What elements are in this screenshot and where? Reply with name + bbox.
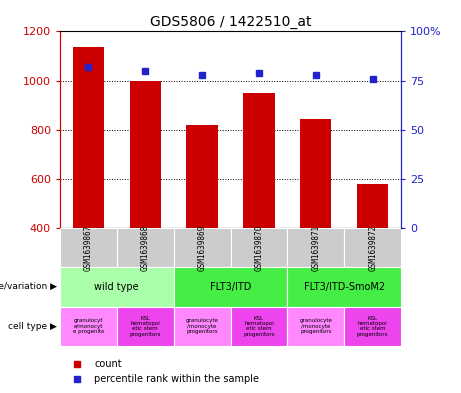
Bar	[130, 81, 161, 228]
Text: granulocyt
e/monocyt
e progenito: granulocyt e/monocyt e progenito	[73, 318, 104, 334]
Text: FLT3/ITD: FLT3/ITD	[210, 282, 251, 292]
Bar	[344, 307, 401, 346]
Text: GSM1639871: GSM1639871	[311, 224, 320, 271]
Bar	[243, 93, 275, 228]
Bar	[117, 307, 174, 346]
Bar	[230, 228, 287, 267]
Bar	[117, 228, 174, 267]
Bar	[357, 184, 388, 228]
Bar	[287, 228, 344, 267]
Text: genotype/variation ▶: genotype/variation ▶	[0, 283, 57, 291]
Text: GSM1639867: GSM1639867	[84, 224, 93, 271]
Bar	[300, 119, 331, 228]
Text: KSL
hematopoi
etic stem
progenitors: KSL hematopoi etic stem progenitors	[357, 316, 388, 337]
Bar	[60, 228, 117, 267]
Bar	[287, 307, 344, 346]
Text: cell type ▶: cell type ▶	[8, 322, 57, 331]
Bar	[287, 267, 401, 307]
Text: count: count	[94, 358, 122, 369]
Bar	[230, 307, 287, 346]
Text: wild type: wild type	[95, 282, 139, 292]
Text: GSM1639868: GSM1639868	[141, 224, 150, 271]
Text: granulocyte
/monocyte
progenitors: granulocyte /monocyte progenitors	[186, 318, 219, 334]
Text: KSL
hematopoi
etic stem
progenitors: KSL hematopoi etic stem progenitors	[130, 316, 161, 337]
Title: GDS5806 / 1422510_at: GDS5806 / 1422510_at	[150, 15, 311, 29]
Bar	[344, 228, 401, 267]
Bar	[174, 307, 230, 346]
Bar	[60, 307, 117, 346]
Bar	[73, 48, 104, 228]
Text: granulocyte
/monocyte
progenitors: granulocyte /monocyte progenitors	[299, 318, 332, 334]
Text: GSM1639872: GSM1639872	[368, 224, 377, 271]
Text: FLT3/ITD-SmoM2: FLT3/ITD-SmoM2	[304, 282, 385, 292]
Text: percentile rank within the sample: percentile rank within the sample	[94, 374, 259, 384]
Bar	[174, 267, 287, 307]
Text: KSL
hematopoi
etic stem
progenitors: KSL hematopoi etic stem progenitors	[243, 316, 275, 337]
Text: GSM1639869: GSM1639869	[198, 224, 207, 271]
Bar	[174, 228, 230, 267]
Text: GSM1639870: GSM1639870	[254, 224, 263, 271]
Bar	[60, 267, 174, 307]
Bar	[186, 125, 218, 228]
